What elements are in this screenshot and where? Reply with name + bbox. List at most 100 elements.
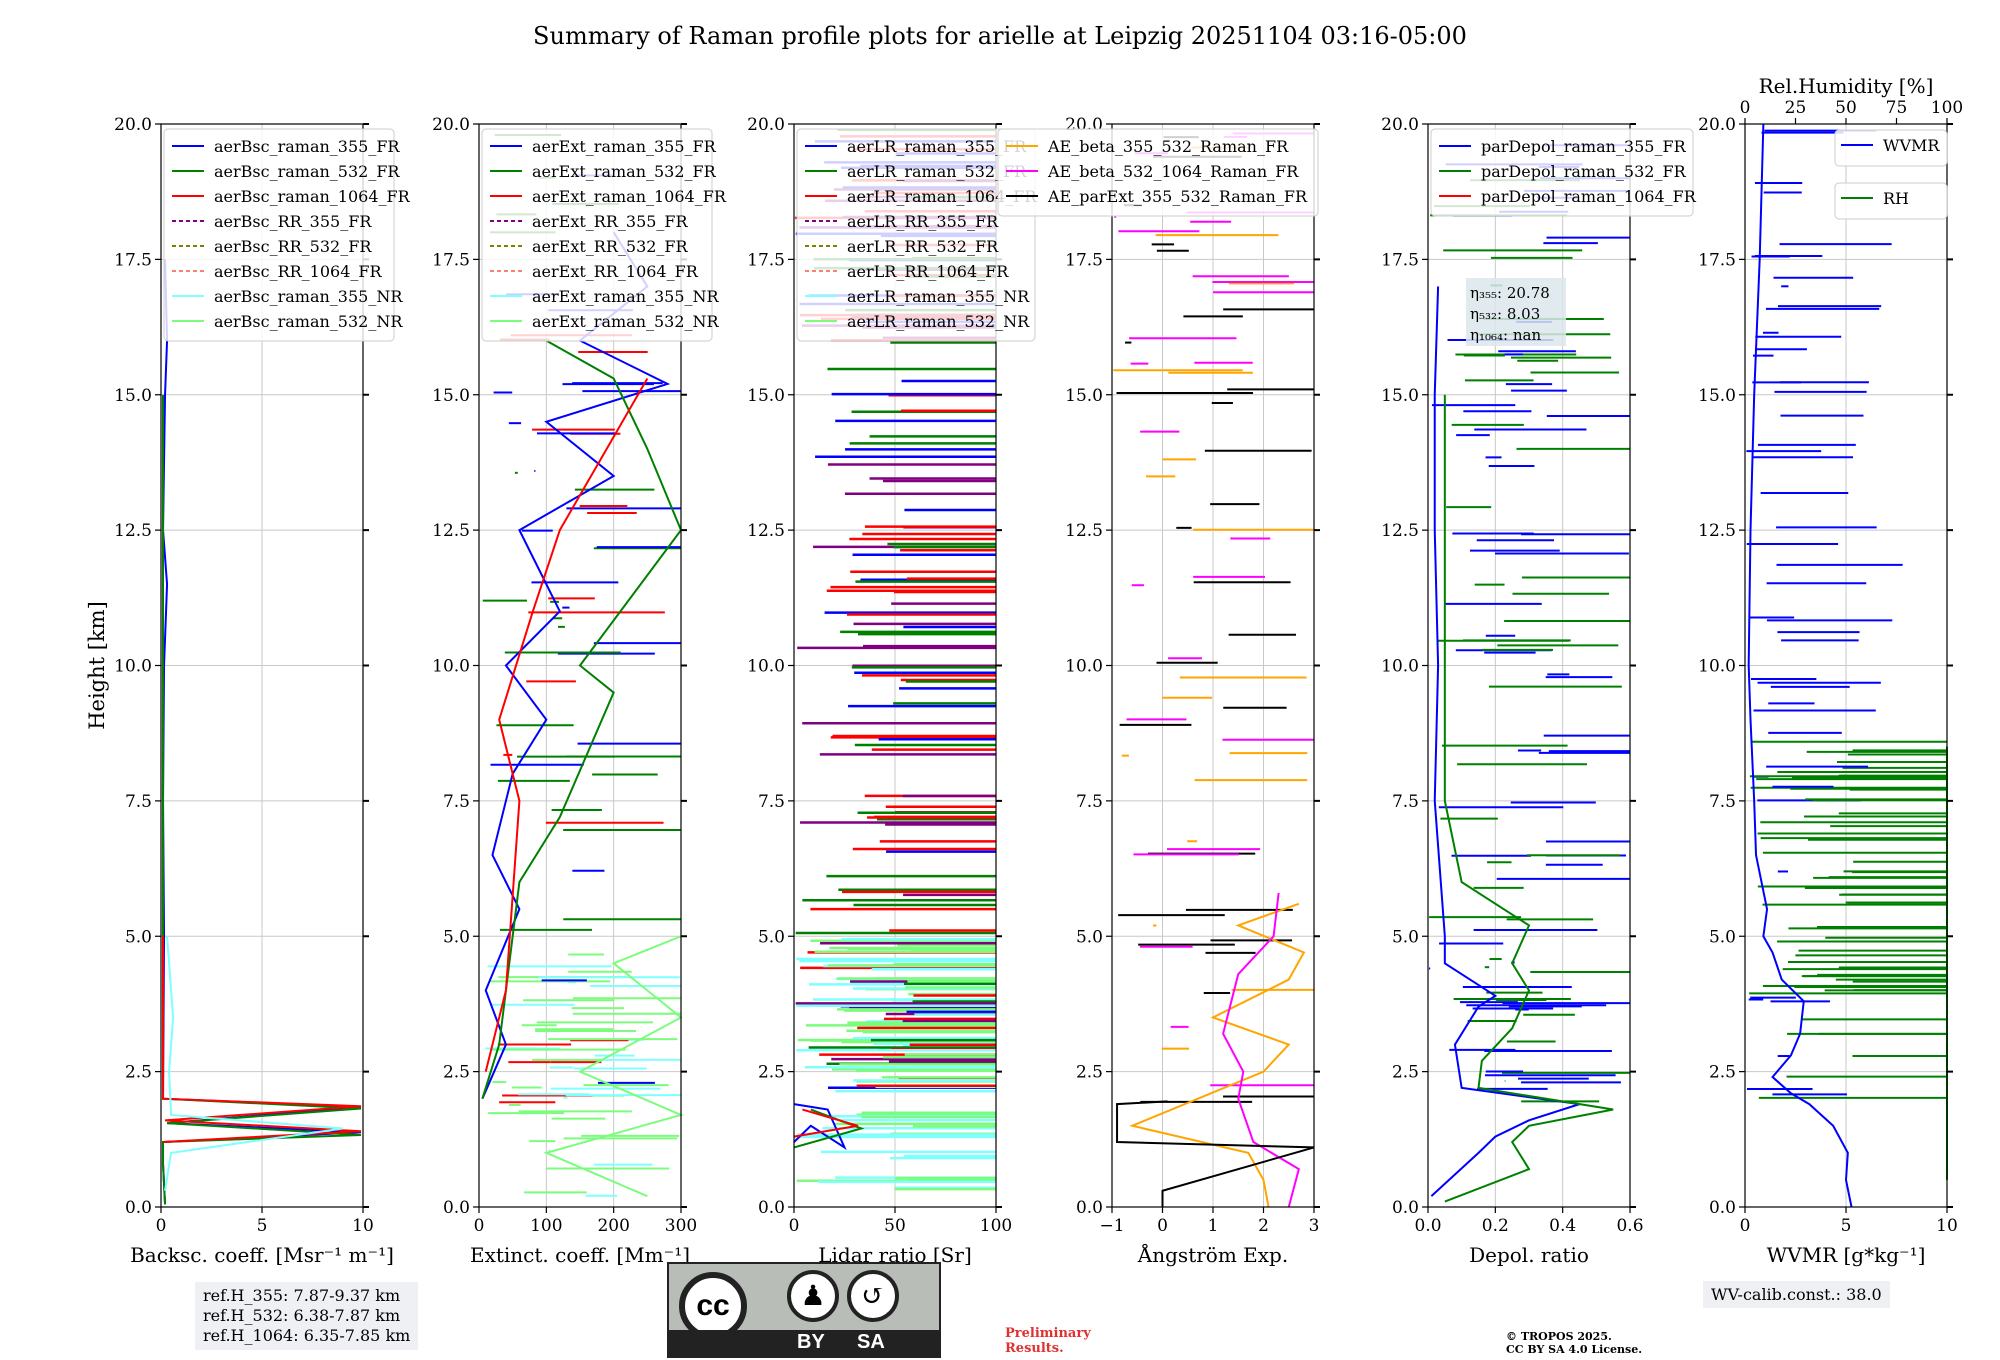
y-tick-label: 12.5 [432,521,470,541]
wv-calibration-box: WV-calib.const.: 38.0 [1703,1281,1890,1308]
y-tick-label: 7.5 [758,792,785,812]
y-tick-label: 17.5 [114,250,152,270]
x-tick-label: 10 [352,1216,374,1236]
y-tick-label: 15.0 [432,386,470,406]
top-x-tick-label: 50 [1835,98,1857,118]
annotation-line: η₃₅₅: 20.78 [1470,284,1550,302]
y-tick-label: 7.5 [443,792,470,812]
x-axis-label: Depol. ratio [1469,1243,1589,1267]
series-line-AE_beta_355_532_Raman_FR [1128,902,1306,1208]
legend-label: aerExt_RR_1064_FR [532,262,699,281]
y-tick-label: 10.0 [432,657,470,677]
y-tick-label: 2.5 [1392,1063,1419,1083]
x-tick-label: 0.2 [1482,1216,1509,1236]
y-tick-label: 2.5 [125,1063,152,1083]
y-tick-label: 20.0 [747,115,785,135]
annotation-box [1466,278,1566,346]
series-line-parDepol_raman_355_FR [1430,286,1580,1197]
legend-label: aerLR_raman_355_FR [847,137,1027,156]
annotation-line: η₁₀₆₄: nan [1470,326,1541,344]
legend-label: aerExt_raman_532_NR [532,312,720,331]
top-x-tick-label: 0 [1740,98,1751,118]
y-tick-label: 17.5 [1065,250,1103,270]
legend-label: aerLR_raman_532_FR [847,162,1027,181]
legend-label: RH [1883,189,1909,208]
legend-label: AE_parExt_355_532_Raman_FR [1047,187,1308,206]
legend-label: aerBsc_RR_1064_FR [214,262,383,281]
y-tick-label: 17.5 [1698,250,1736,270]
y-tick-label: 5.0 [758,927,785,947]
series-line-aerBsc_raman_532_FR [162,394,362,1205]
series-line-aerBsc_raman_355_NR [164,936,343,1191]
series-line-aerExt_raman_532_FR [481,339,683,1099]
y-tick-label: 0.0 [125,1198,152,1218]
copyright-line-2: CC BY SA 4.0 License. [1506,1343,1643,1356]
y-tick-label: 12.5 [1381,521,1419,541]
legend-label: parDepol_raman_532_FR [1481,162,1687,181]
ref-height-532: ref.H_532: 6.38-7.87 km [203,1306,401,1325]
annotation-line: η₅₃₂: 8.03 [1470,305,1540,323]
y-tick-label: 20.0 [1381,115,1419,135]
by-label: BY [797,1331,825,1353]
legend-box [997,128,1319,217]
x-tick-label: 300 [665,1216,697,1236]
cc-by-sa-logo: cc ♟ ↺ BY SA [667,1262,941,1358]
legend-label: aerExt_raman_355_FR [532,137,717,156]
x-tick-label: 0 [789,1216,800,1236]
y-tick-label: 17.5 [747,250,785,270]
y-tick-label: 20.0 [114,115,152,135]
x-tick-label: 2 [1258,1216,1269,1236]
x-tick-label: 50 [884,1216,906,1236]
x-tick-label: 0.4 [1549,1216,1576,1236]
preliminary-line-1: Preliminary [1005,1326,1091,1341]
series-line-aerExt_raman_532_NR [543,935,684,1198]
legend-label: aerBsc_raman_532_NR [214,312,403,331]
x-tick-label: 0 [156,1216,167,1236]
y-tick-label: 15.0 [1698,386,1736,406]
x-axis-label: Ångström Exp. [1137,1242,1288,1267]
x-tick-label: 5 [257,1216,268,1236]
legend-label: aerBsc_raman_532_FR [214,162,400,181]
legend-label: aerExt_raman_355_NR [532,287,720,306]
y-tick-label: 0.0 [1392,1198,1419,1218]
legend-label: aerLR_RR_1064_FR [847,262,1009,281]
legend-box [481,128,713,342]
y-tick-label: 0.0 [758,1198,785,1218]
legend-label: aerLR_raman_532_NR [847,312,1030,331]
preliminary-line-2: Results. [1005,1341,1064,1356]
copyright-line-1: © TROPOS 2025. [1506,1330,1612,1343]
legend-label: aerLR_raman_1064_FR [847,187,1037,206]
y-tick-label: 5.0 [125,927,152,947]
y-tick-label: 17.5 [432,250,470,270]
y-tick-label: 12.5 [1698,521,1736,541]
legend-label: aerExt_RR_355_FR [532,212,689,231]
legend-label: aerBsc_raman_355_FR [214,137,400,156]
series-line-aerLR_raman_355_FR [793,1103,847,1151]
series-line-WVMR [1747,123,1853,1208]
figure-title: Summary of Raman profile plots for ariel… [533,22,1467,50]
x-tick-label: 100 [980,1216,1012,1236]
y-tick-label: 7.5 [1709,792,1736,812]
x-axis-label: Extinct. coeff. [Mm⁻¹] [470,1243,690,1267]
x-tick-label: −1 [1099,1216,1124,1236]
series-line-parDepol_raman_532_FR [1443,394,1614,1203]
y-tick-label: 15.0 [1065,386,1103,406]
preliminary-note: Preliminary Results. [1005,1326,1091,1356]
x-tick-label: 0 [474,1216,485,1236]
top-x-tick-label: 75 [1886,98,1908,118]
series-line-AE_parExt_355_532_Raman_FR [1116,1100,1315,1207]
legend-box [163,128,395,342]
y-tick-label: 0.0 [1709,1198,1736,1218]
y-tick-label: 2.5 [1709,1063,1736,1083]
x-tick-label: 5 [1841,1216,1852,1236]
legend-label: parDepol_raman_1064_FR [1481,187,1697,206]
y-tick-label: 10.0 [114,657,152,677]
y-tick-label: 2.5 [443,1063,470,1083]
y-tick-label: 7.5 [1076,792,1103,812]
legend-label: aerExt_RR_532_FR [532,237,689,256]
copyright-note: © TROPOS 2025. CC BY SA 4.0 License. [1506,1330,1642,1356]
legend-label: aerExt_raman_532_FR [532,162,717,181]
x-tick-label: 10 [1936,1216,1958,1236]
legend-label: AE_beta_532_1064_Raman_FR [1047,162,1299,181]
